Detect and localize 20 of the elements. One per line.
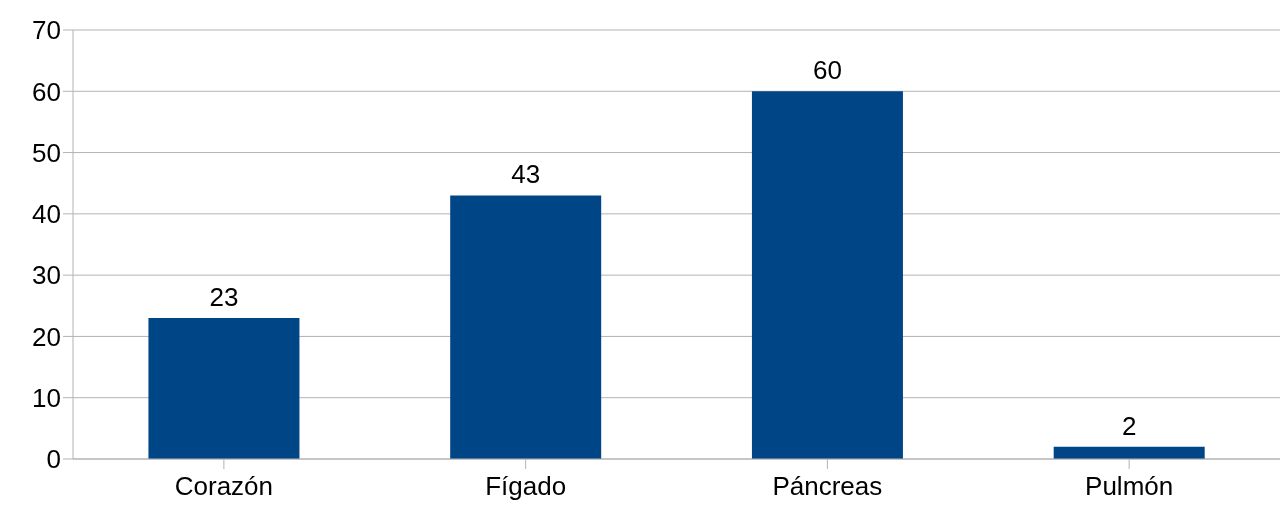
y-tick-label: 10: [32, 382, 61, 413]
bar: [450, 195, 602, 459]
x-tick-label: Páncreas: [772, 471, 883, 502]
y-tick-label: 0: [46, 444, 61, 475]
bar: [1053, 446, 1205, 459]
x-tick-label: Fígado: [485, 471, 567, 502]
y-tick-label: 40: [32, 199, 61, 230]
bar: [751, 91, 903, 459]
y-tick-label: 30: [32, 260, 61, 291]
data-label: 60: [812, 55, 842, 86]
y-tick-label: 50: [32, 137, 61, 168]
data-label: 23: [209, 282, 239, 313]
x-tick-label: Corazón: [174, 471, 274, 502]
bar: [148, 318, 300, 459]
y-tick-label: 60: [32, 76, 61, 107]
y-tick-label: 20: [32, 321, 61, 352]
x-tick-label: Pulmón: [1085, 471, 1174, 502]
data-label: 43: [511, 159, 541, 190]
data-label: 2: [1121, 410, 1137, 441]
y-tick-label: 70: [32, 15, 61, 46]
